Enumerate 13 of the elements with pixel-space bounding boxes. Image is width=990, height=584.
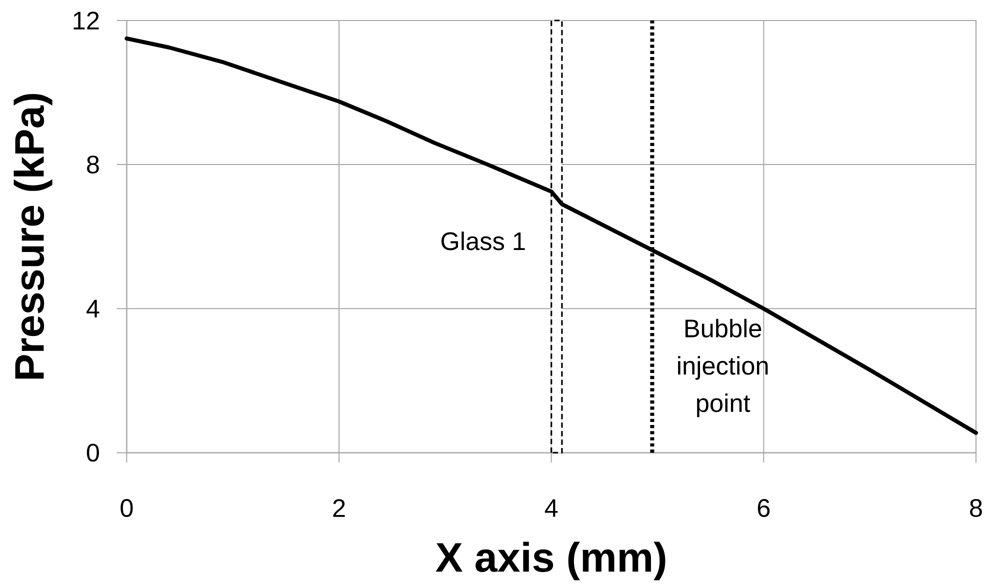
y-tick-label: 8	[87, 156, 99, 174]
x-tick-label: 4	[544, 499, 558, 517]
y-tick-label: 12	[74, 12, 99, 30]
x-tick-label: 2	[333, 499, 345, 517]
band-label: Glass 1	[441, 232, 525, 250]
ref-line-label: Bubble injection point	[678, 318, 768, 418]
x-tick-label: 8	[970, 499, 982, 517]
x-axis-title: X axis (mm)	[436, 542, 666, 580]
y-tick-label: 4	[86, 300, 100, 318]
y-axis-title: Pressure (kPa)	[14, 94, 52, 379]
y-tick-label: 0	[86, 444, 99, 462]
x-tick-label: 0	[120, 499, 133, 517]
x-tick-label: 6	[758, 499, 770, 517]
